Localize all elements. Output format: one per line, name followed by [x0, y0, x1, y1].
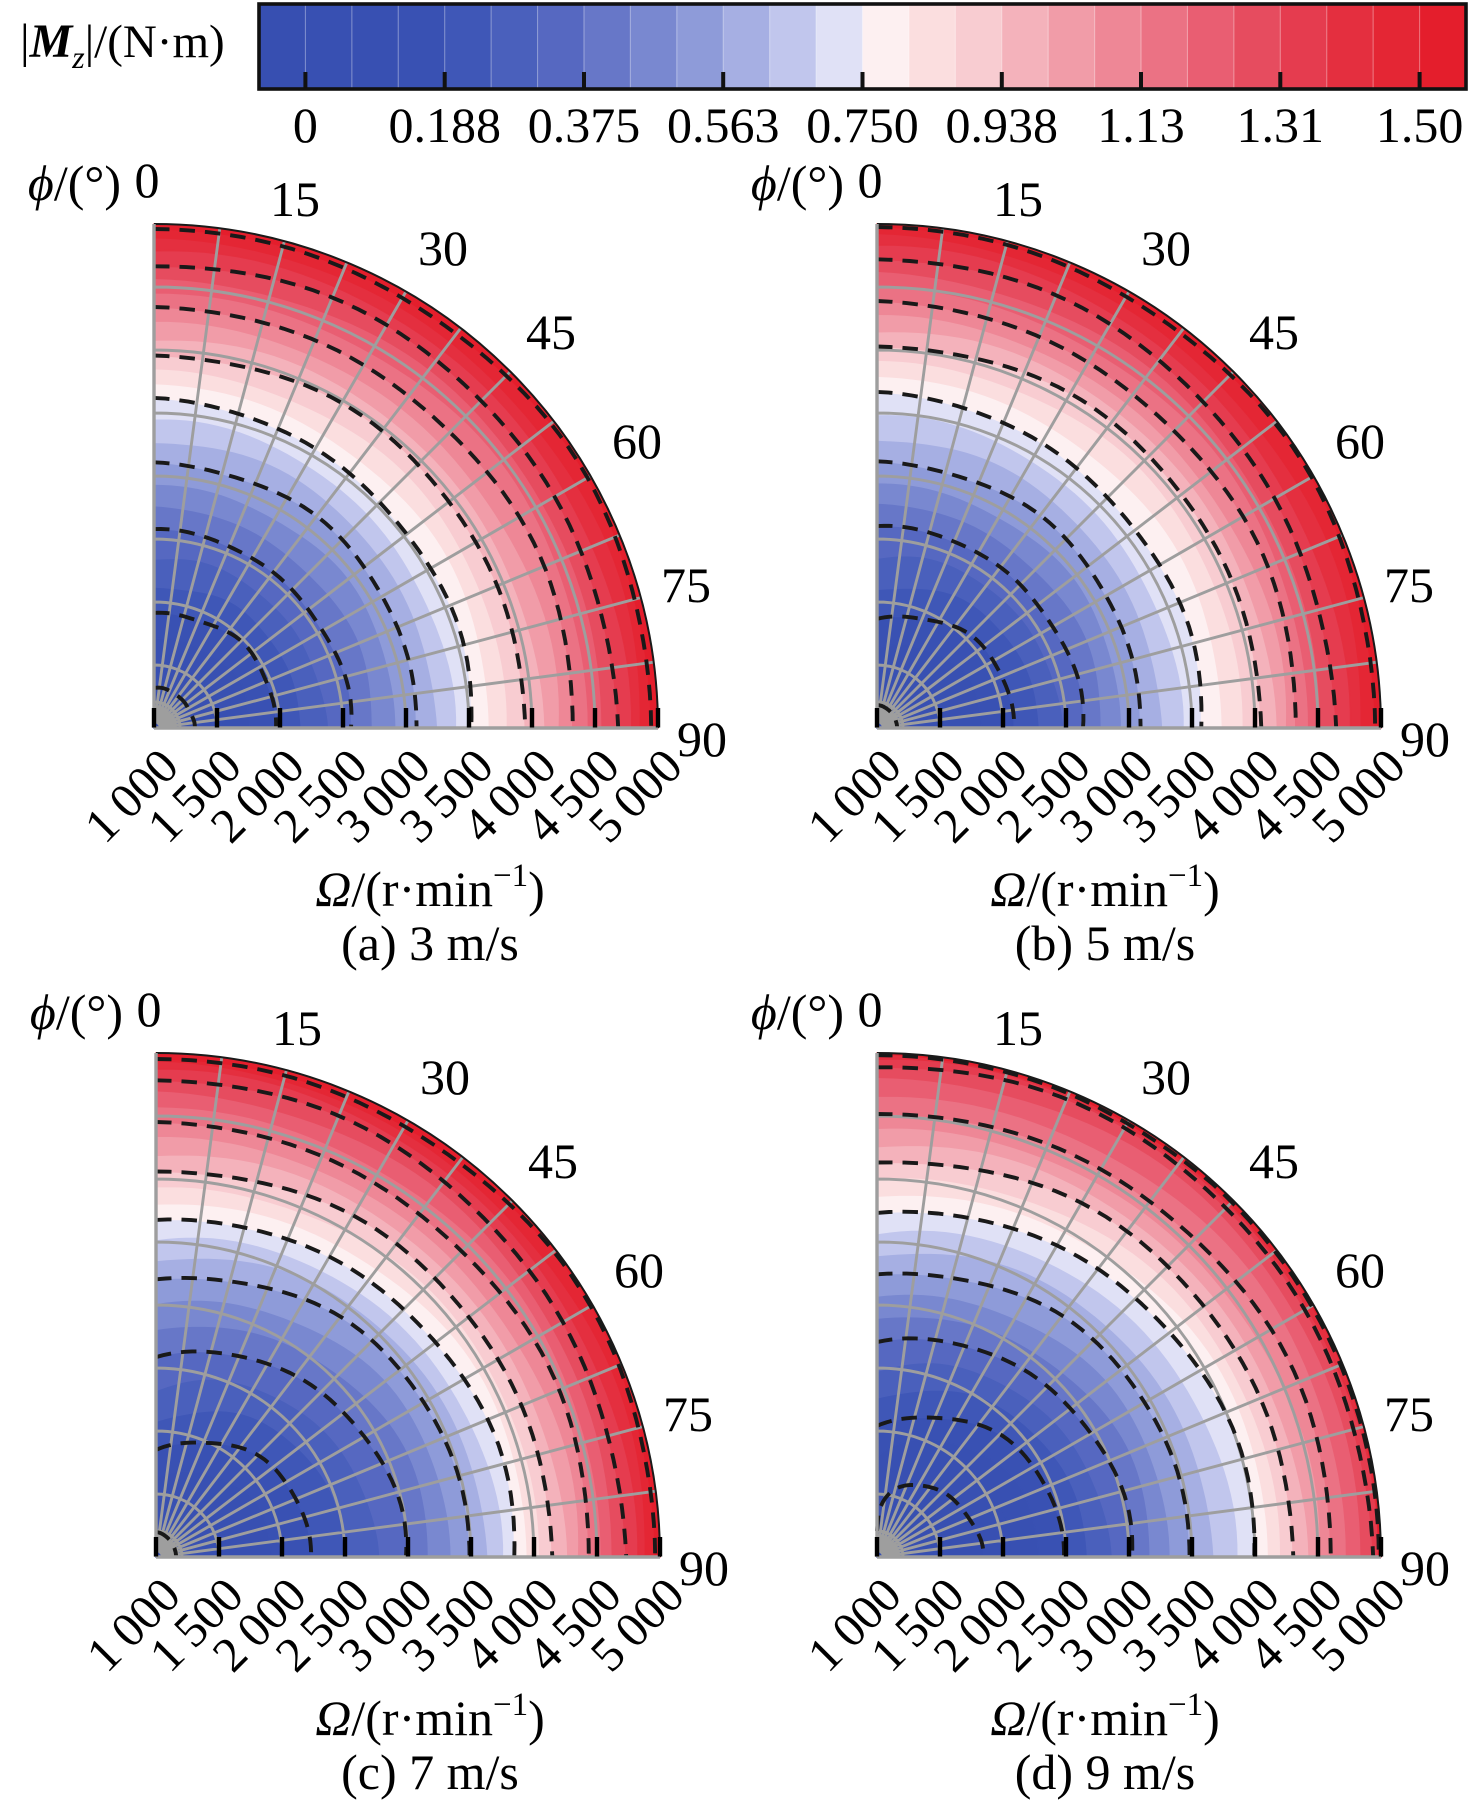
svg-text:(b) 5 m/s: (b) 5 m/s [1015, 915, 1196, 971]
svg-text:30: 30 [420, 1049, 470, 1105]
svg-text:0: 0 [858, 981, 883, 1037]
svg-text:90: 90 [679, 1540, 729, 1596]
svg-text:0.750: 0.750 [806, 97, 919, 153]
svg-text:90: 90 [1400, 1540, 1450, 1596]
svg-text:60: 60 [614, 1242, 664, 1298]
svg-text:30: 30 [1141, 1049, 1191, 1105]
svg-text:ϕ/(°): ϕ/(°) [751, 155, 844, 211]
svg-text:75: 75 [1384, 1386, 1434, 1442]
svg-text:0: 0 [135, 152, 160, 208]
svg-text:0: 0 [293, 97, 318, 153]
svg-text:30: 30 [418, 220, 468, 276]
svg-text:0.938: 0.938 [946, 97, 1059, 153]
svg-text:30: 30 [1141, 220, 1191, 276]
svg-text:(c) 7 m/s: (c) 7 m/s [341, 1744, 519, 1800]
svg-text:1.50: 1.50 [1376, 97, 1464, 153]
svg-text:(a) 3 m/s: (a) 3 m/s [341, 915, 519, 971]
svg-text:0.188: 0.188 [388, 97, 501, 153]
svg-text:60: 60 [1335, 1242, 1385, 1298]
svg-text:75: 75 [663, 1386, 713, 1442]
svg-text:0: 0 [858, 152, 883, 208]
svg-text:45: 45 [528, 1133, 578, 1189]
svg-text:15: 15 [270, 171, 320, 227]
svg-text:15: 15 [993, 171, 1043, 227]
svg-text:45: 45 [1249, 1133, 1299, 1189]
svg-text:ϕ/(°): ϕ/(°) [30, 984, 123, 1040]
svg-text:45: 45 [1249, 304, 1299, 360]
svg-text:90: 90 [1400, 711, 1450, 767]
svg-text:1.13: 1.13 [1097, 97, 1185, 153]
svg-text:60: 60 [612, 413, 662, 469]
svg-text:45: 45 [526, 304, 576, 360]
svg-text:0.563: 0.563 [667, 97, 780, 153]
svg-text:75: 75 [1384, 557, 1434, 613]
svg-text:(d) 9 m/s: (d) 9 m/s [1015, 1744, 1196, 1800]
svg-text:0.375: 0.375 [528, 97, 641, 153]
svg-text:75: 75 [661, 557, 711, 613]
svg-text:15: 15 [993, 1000, 1043, 1056]
svg-text:Ω/(r·min−1): Ω/(r·min−1) [315, 858, 545, 917]
svg-text:ϕ/(°): ϕ/(°) [751, 984, 844, 1040]
svg-text:|Mz|/(N·m): |Mz|/(N·m) [20, 15, 225, 75]
svg-text:1.31: 1.31 [1237, 97, 1325, 153]
svg-text:90: 90 [677, 711, 727, 767]
svg-text:0: 0 [137, 981, 162, 1037]
svg-text:60: 60 [1335, 413, 1385, 469]
svg-text:15: 15 [272, 1000, 322, 1056]
svg-text:ϕ/(°): ϕ/(°) [28, 155, 121, 211]
